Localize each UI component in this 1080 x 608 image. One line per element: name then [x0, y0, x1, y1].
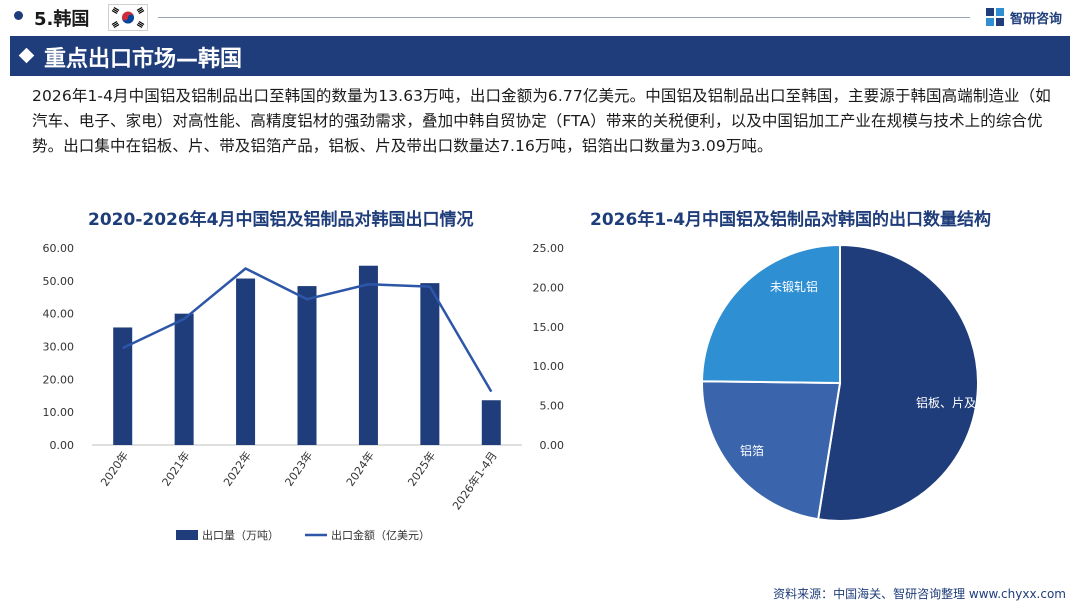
bullet-icon	[14, 11, 23, 20]
brand: 智研咨询	[986, 7, 1062, 27]
pie-chart-title: 2026年1-4月中国铝及铝制品对韩国的出口数量结构	[590, 210, 992, 230]
diamond-icon	[18, 47, 35, 64]
top-divider	[158, 17, 970, 18]
pie-slice	[700, 243, 841, 385]
export-combo-chart: 0.00 10.00 20.00 30.00 40.00 50.00 60.00 0.00 5.…	[43, 242, 565, 542]
title-banner: 重点出口市场—韩国	[10, 36, 1070, 76]
bar-export-volume	[113, 327, 133, 445]
bar-export-volume	[174, 313, 194, 445]
banner-title: 重点出口市场—韩国	[44, 47, 243, 72]
y-right-tick-label: 20.00	[533, 281, 565, 294]
bar-export-volume	[481, 400, 501, 445]
x-tick-label: 2021年	[159, 449, 193, 489]
pie-slice-label: 未锻轧铝	[770, 279, 818, 294]
y-left-tick-label: 0.00	[50, 439, 75, 452]
bar-export-volume	[236, 278, 256, 445]
bar-export-volume	[297, 286, 317, 445]
south-korea-flag-icon	[108, 4, 148, 31]
x-tick-label: 2024年	[343, 449, 377, 489]
y-right-tick-label: 25.00	[533, 242, 565, 255]
y-right-tick-label: 5.00	[540, 400, 565, 413]
brand-name: 智研咨询	[1010, 11, 1063, 27]
source-note: 资料来源：中国海关、智研咨询整理 www.chyxx.com	[773, 587, 1066, 601]
section-title: 5.韩国	[34, 9, 90, 30]
pie-slice	[816, 243, 979, 522]
x-tick-label: 2020年	[97, 449, 131, 489]
x-tick-label: 2022年	[220, 449, 254, 489]
top-bar: 5.韩国 智研咨询	[0, 0, 1080, 36]
legend-bar-swatch	[176, 530, 198, 540]
pie-slice	[701, 380, 842, 521]
zhiyan-logo-icon	[986, 8, 1004, 26]
y-right-tick-label: 0.00	[540, 439, 565, 452]
y-left-tick-label: 10.00	[43, 406, 75, 419]
y-left-tick-label: 30.00	[43, 341, 75, 354]
y-right-tick-label: 15.00	[533, 321, 565, 334]
y-left-tick-label: 50.00	[43, 275, 75, 288]
pie-slice-label: 铝箔	[740, 443, 764, 458]
x-tick-label: 2025年	[404, 449, 438, 489]
legend-bar-label: 出口量（万吨）	[202, 528, 279, 542]
summary-paragraph: 2026年1-4月中国铝及铝制品出口至韩国的数量为13.63万吨，出口金额为6.…	[32, 87, 1051, 155]
y-left-tick-label: 20.00	[43, 373, 75, 386]
legend-line-label: 出口金额（亿美元）	[331, 528, 430, 542]
x-tick-label: 2026年1-4月	[449, 449, 499, 513]
pie-slice-label: 铝板、片及带	[916, 395, 988, 410]
y-right-tick-label: 10.00	[533, 360, 565, 373]
bar-export-volume	[420, 283, 440, 445]
y-left-tick-label: 60.00	[43, 242, 75, 255]
y-left-tick-label: 40.00	[43, 308, 75, 321]
x-tick-label: 2023年	[282, 449, 316, 489]
bar-export-volume	[358, 265, 378, 445]
combo-chart-title: 2020-2026年4月中国铝及铝制品对韩国出口情况	[88, 210, 474, 230]
